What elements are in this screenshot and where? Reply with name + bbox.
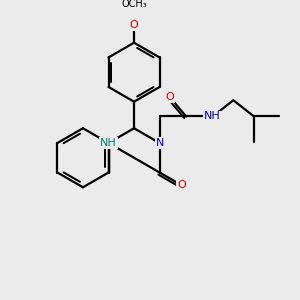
- Text: OCH₃: OCH₃: [121, 0, 147, 9]
- Text: O: O: [166, 92, 174, 102]
- Text: O: O: [177, 180, 186, 190]
- Text: NH: NH: [204, 112, 221, 122]
- Text: NH: NH: [100, 138, 117, 148]
- Text: O: O: [130, 20, 138, 30]
- Text: N: N: [155, 138, 164, 148]
